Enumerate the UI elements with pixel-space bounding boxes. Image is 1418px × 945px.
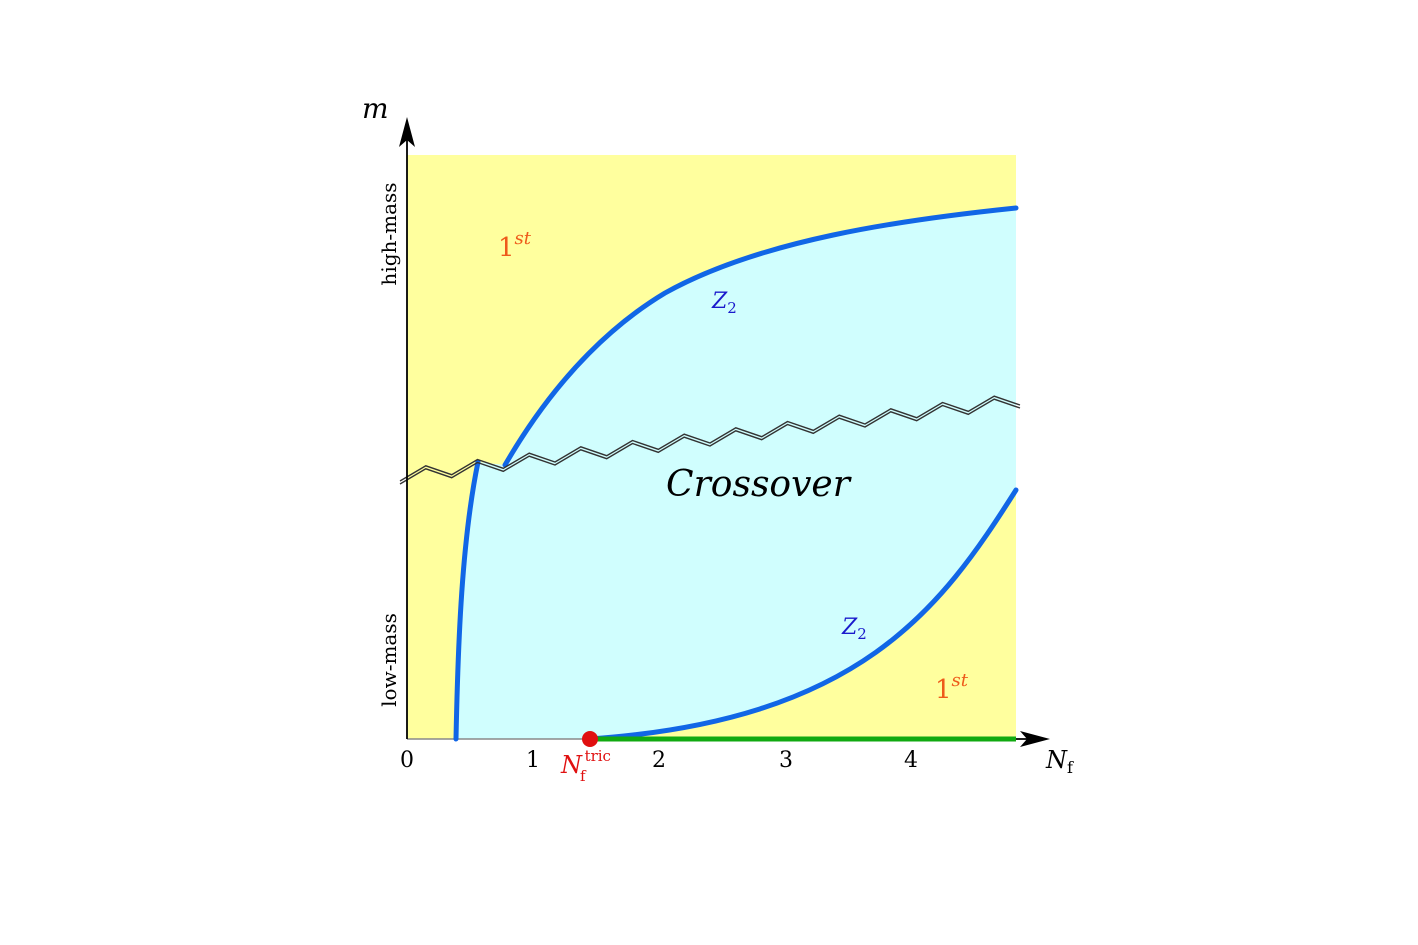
x-tick-2: 2 (652, 748, 666, 773)
first-order-top-label: 1st (498, 228, 532, 263)
y-axis-arrow (399, 117, 415, 147)
tricritical-label: Nftric (560, 747, 611, 785)
x-axis-arrow (1020, 731, 1050, 747)
z2-lower-line (587, 487, 1019, 742)
z2-left-line (453, 459, 481, 742)
z2-upper-line (502, 205, 1019, 468)
crossover-label: Crossover (666, 464, 852, 505)
first-order-bottom-label: 1st (935, 670, 969, 705)
x-tick-0: 0 (400, 748, 414, 773)
high-mass-label: high-mass (377, 182, 401, 285)
x-tick-4: 4 (904, 748, 918, 773)
axis-break-zigzag (399, 395, 1021, 485)
y-axis-symbol: m (362, 92, 389, 125)
z2-upper-label: Z2 (711, 289, 737, 317)
z2-lower-label: Z2 (841, 615, 867, 643)
low-mass-label: low-mass (377, 613, 401, 707)
crossover-region (456, 208, 1016, 739)
x-tick-3: 3 (779, 748, 793, 773)
x-tick-1: 1 (526, 748, 540, 773)
tricritical-point (582, 731, 598, 747)
x-axis-symbol: Nf (1045, 746, 1074, 777)
